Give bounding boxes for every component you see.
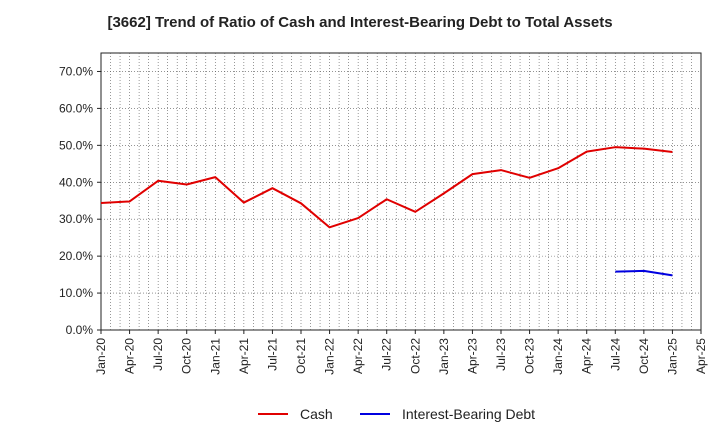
legend-label: Cash bbox=[300, 406, 333, 422]
y-tick-label: 30.0% bbox=[59, 212, 93, 226]
x-tick-label: Oct-24 bbox=[637, 338, 651, 374]
x-tick-label: Oct-23 bbox=[523, 338, 537, 374]
y-tick-label: 60.0% bbox=[59, 101, 93, 115]
series-lines bbox=[100, 146, 673, 277]
y-tick-label: 10.0% bbox=[59, 286, 93, 300]
x-tick-label: Jul-23 bbox=[494, 338, 508, 371]
x-tick-label: Oct-21 bbox=[294, 338, 308, 374]
plot-area bbox=[100, 52, 702, 331]
x-tick-label: Jan-20 bbox=[94, 338, 108, 375]
x-tick-label: Jan-22 bbox=[323, 338, 337, 375]
x-tick-label: Jan-21 bbox=[208, 338, 222, 375]
y-tick-label: 0.0% bbox=[66, 323, 94, 337]
x-tick-label: Apr-21 bbox=[237, 338, 251, 374]
x-tick-label: Apr-22 bbox=[351, 338, 365, 374]
x-tick-label: Apr-24 bbox=[580, 338, 594, 374]
grid-lines bbox=[101, 53, 701, 330]
x-tick-label: Jan-24 bbox=[551, 338, 565, 375]
series-line-cash bbox=[100, 146, 673, 229]
x-axis-ticks: Jan-20 Apr-20 Jul-20 Oct-20 Jan-21 Apr-21 Jul-… bbox=[94, 330, 708, 375]
x-tick-label: Oct-22 bbox=[408, 338, 422, 374]
x-tick-label: Oct-20 bbox=[180, 338, 194, 374]
x-tick-label: Jul-24 bbox=[608, 338, 622, 371]
y-axis-ticks: 0.0% 10.0% 20.0% 30.0% 40.0% 50.0% 60.0% 70.0% bbox=[59, 64, 101, 337]
x-tick-label: Jul-22 bbox=[380, 338, 394, 371]
legend: Cash Interest-Bearing Debt bbox=[258, 406, 535, 422]
series-line-interest-bearing-debt bbox=[615, 269, 673, 277]
x-tick-label: Jul-21 bbox=[265, 338, 279, 371]
legend-label: Interest-Bearing Debt bbox=[402, 406, 535, 422]
y-tick-label: 70.0% bbox=[59, 64, 93, 78]
y-tick-label: 40.0% bbox=[59, 175, 93, 189]
x-tick-label: Apr-20 bbox=[123, 338, 137, 374]
y-tick-label: 50.0% bbox=[59, 138, 93, 152]
x-tick-label: Apr-23 bbox=[465, 338, 479, 374]
x-tick-label: Jan-25 bbox=[665, 338, 679, 375]
x-tick-label: Jul-20 bbox=[151, 338, 165, 371]
y-tick-label: 20.0% bbox=[59, 249, 93, 263]
x-tick-label: Apr-25 bbox=[694, 338, 708, 374]
x-tick-label: Jan-23 bbox=[437, 338, 451, 375]
chart-title: [3662] Trend of Ratio of Cash and Intere… bbox=[107, 14, 613, 31]
